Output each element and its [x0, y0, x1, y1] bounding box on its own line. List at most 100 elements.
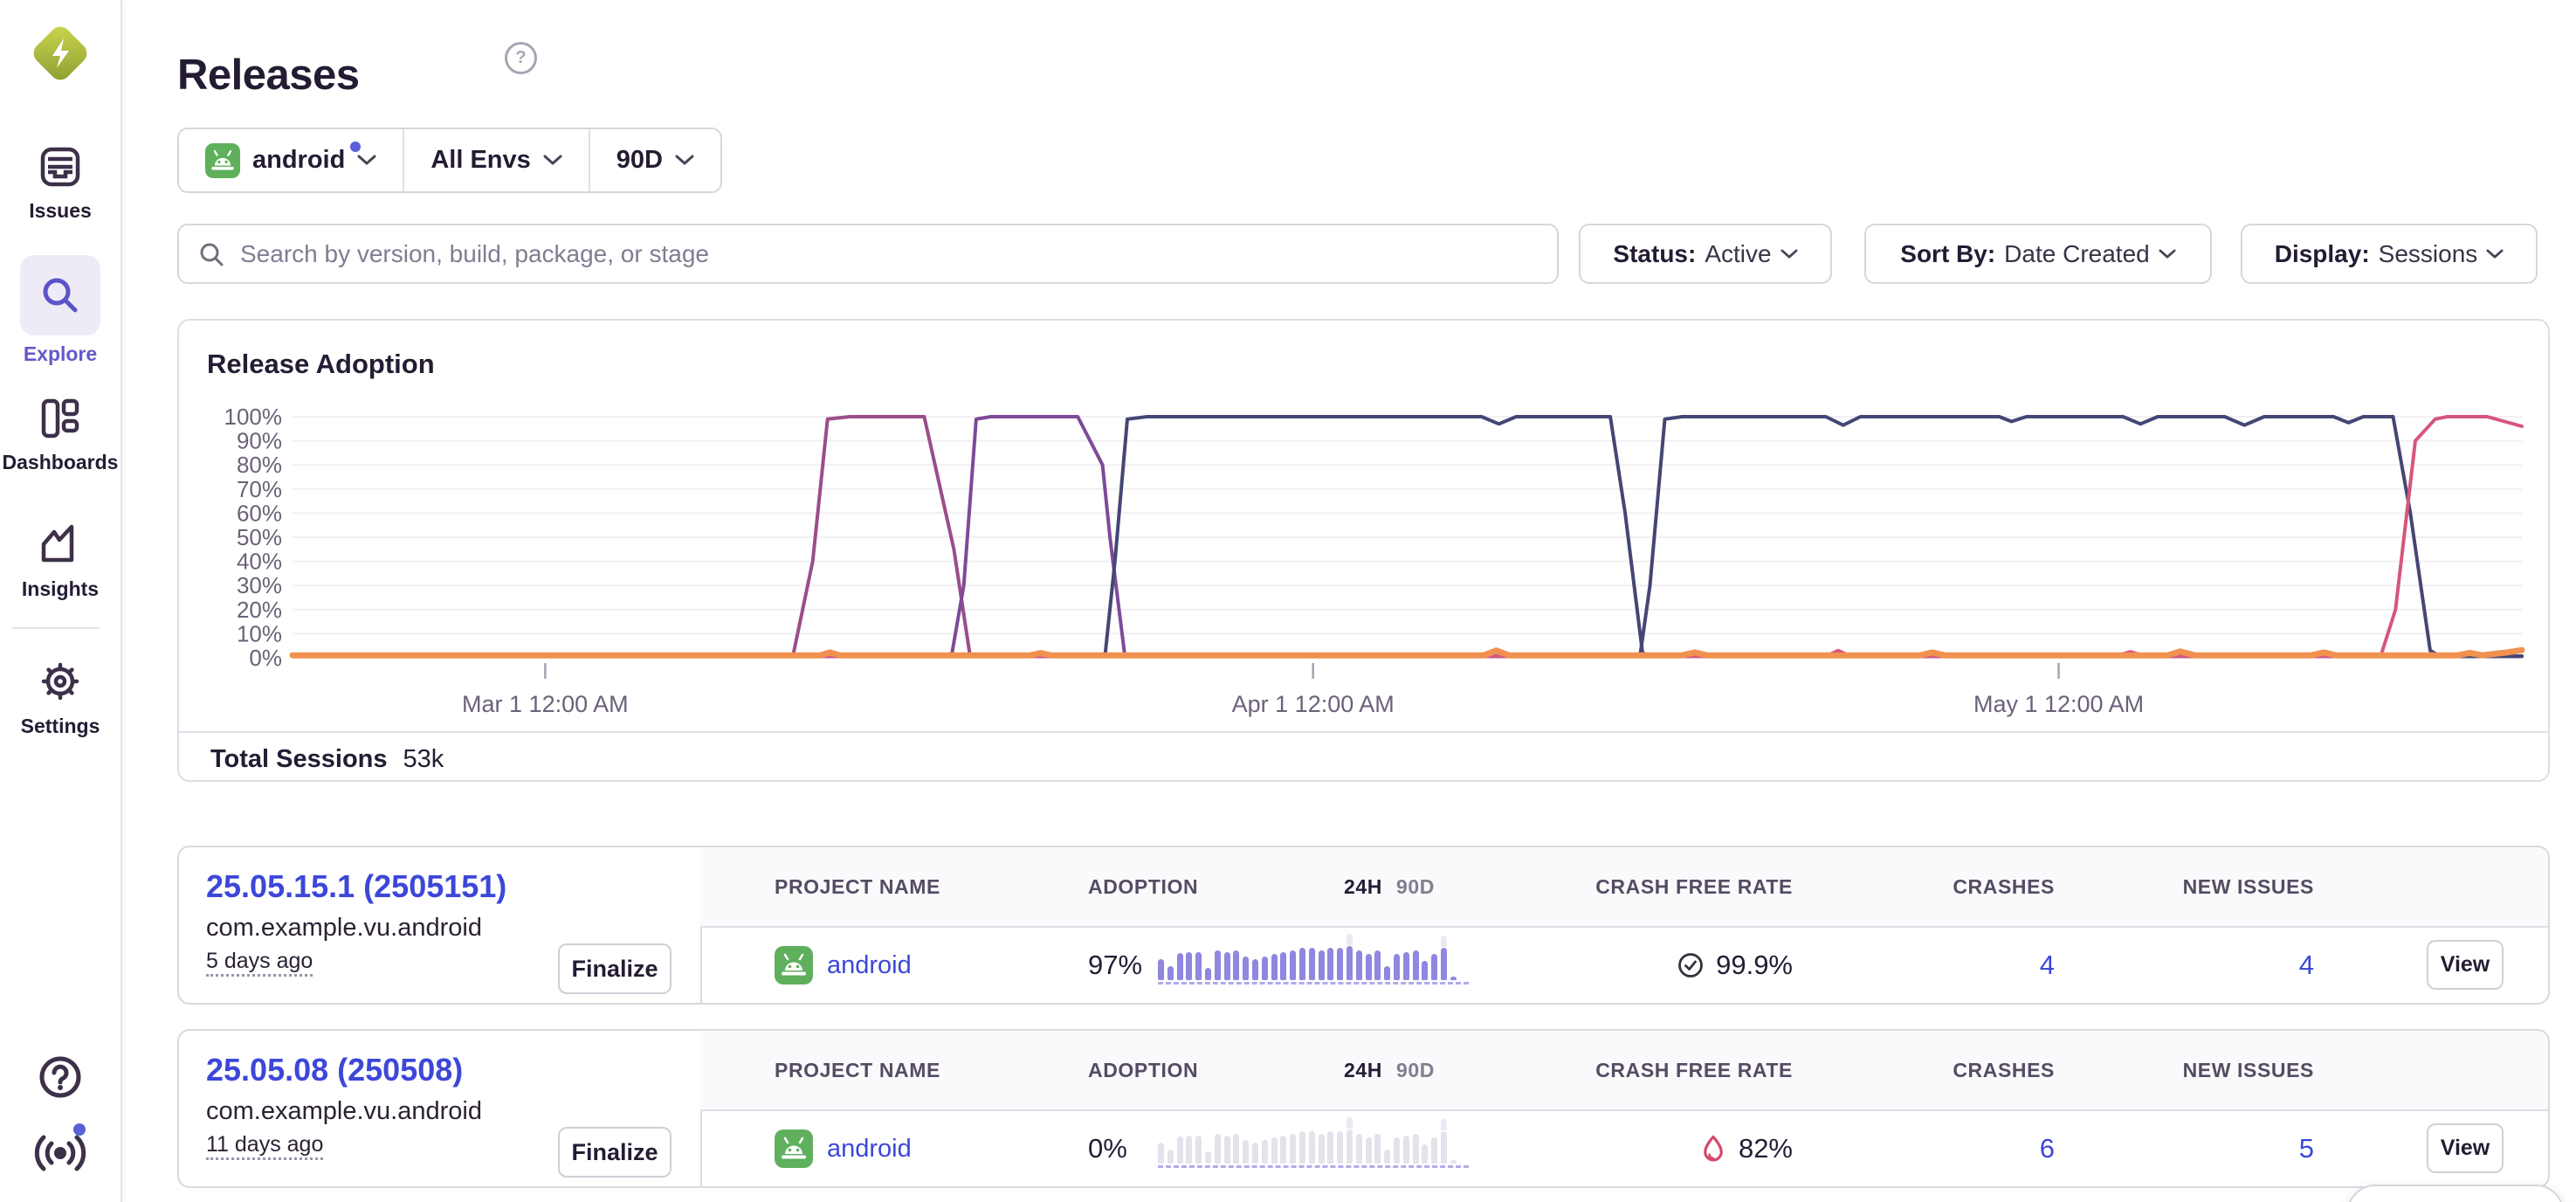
- col-project-name: PROJECT NAME: [775, 874, 940, 898]
- col-24h-toggle[interactable]: 24H: [1344, 874, 1382, 898]
- sidebar-item-label: Issues: [29, 199, 92, 222]
- sidebar: Issues Explore Dashboards Insights: [0, 0, 122, 1202]
- sessions-sparkline: [1158, 933, 1465, 980]
- sparkline-bar: [1243, 957, 1250, 980]
- col-90d-toggle[interactable]: 90D: [1396, 874, 1435, 898]
- total-sessions-value: 53k: [403, 745, 444, 773]
- sparkline-bar: [1412, 1134, 1419, 1164]
- crashes-link[interactable]: 6: [2039, 1133, 2055, 1164]
- finalize-button[interactable]: Finalize: [558, 1127, 672, 1178]
- project-filter[interactable]: android: [179, 129, 403, 191]
- sparkline-bar: [1440, 1119, 1447, 1164]
- sparkline-bar: [1167, 1150, 1174, 1164]
- sparkline-bar: [1298, 948, 1305, 980]
- sidebar-item-settings[interactable]: Settings: [0, 657, 121, 738]
- sidebar-item-explore[interactable]: [20, 255, 100, 335]
- sparkline-bar: [1365, 1137, 1372, 1164]
- floating-widget[interactable]: [2347, 1185, 2564, 1202]
- help-button[interactable]: [0, 1052, 121, 1102]
- crash-free-value: 82%: [1738, 1133, 1793, 1164]
- svg-text:80%: 80%: [237, 452, 282, 478]
- page-title: Releases: [177, 51, 360, 99]
- sparkline-bar: [1355, 950, 1362, 980]
- sparkline-bar: [1327, 1131, 1334, 1164]
- sparkline-bar: [1251, 1143, 1258, 1164]
- crashes-link[interactable]: 4: [2039, 950, 2055, 980]
- sparkline-bar-cap: [1346, 934, 1353, 945]
- sparkline-bar-cap: [1440, 1119, 1447, 1130]
- project-link[interactable]: android: [827, 950, 912, 979]
- sparkline-bar: [1204, 968, 1211, 980]
- sparkline-bar: [1204, 1151, 1211, 1164]
- sparkline-bar: [1337, 1131, 1344, 1164]
- sparkline-bar: [1318, 1134, 1325, 1164]
- sparkline-bar: [1374, 1134, 1381, 1164]
- sparkline-bar: [1158, 959, 1164, 980]
- project-notification-dot: [350, 142, 362, 152]
- chevron-down-icon: [675, 155, 694, 165]
- project-cell[interactable]: android: [775, 1109, 912, 1188]
- display-dropdown[interactable]: Display: Sessions: [2241, 224, 2538, 284]
- sparkline-bar: [1195, 1136, 1202, 1164]
- dashboards-icon: [41, 398, 79, 439]
- project-link[interactable]: android: [827, 1134, 912, 1163]
- release-table-row: android 0% 82% 6 5: [700, 1109, 2548, 1186]
- release-version-link[interactable]: 25.05.15.1 (2505151): [206, 868, 507, 904]
- sparkline-bar: [1412, 950, 1419, 980]
- sparkline-bar: [1290, 950, 1297, 980]
- sparkline-bar: [1402, 952, 1409, 980]
- sentry-logo-icon[interactable]: [23, 16, 98, 91]
- release-adoption-chart: 0%10%20%30%40%50%60%70%80%90%100% Mar 1 1…: [224, 404, 2525, 717]
- sparkline-bar: [1261, 957, 1268, 980]
- sparkline-bar-cap: [1440, 936, 1447, 947]
- whats-new-button[interactable]: [0, 1132, 121, 1174]
- sidebar-item-issues[interactable]: Issues: [0, 143, 121, 223]
- sort-by-dropdown[interactable]: Sort By: Date Created: [1864, 224, 2212, 284]
- search-input[interactable]: [238, 238, 1557, 269]
- sparkline-baseline: [1158, 1165, 1469, 1168]
- release-package: com.example.vu.android: [206, 914, 482, 942]
- sparkline-bar: [1186, 952, 1193, 980]
- sparkline-bar: [1431, 1137, 1438, 1164]
- col-24h-toggle[interactable]: 24H: [1344, 1058, 1382, 1081]
- panel-divider: [179, 731, 2548, 733]
- page-help-icon[interactable]: ?: [505, 42, 537, 74]
- sparkline-bar: [1280, 1136, 1287, 1164]
- environment-filter[interactable]: All Envs: [403, 129, 588, 191]
- display-value: Sessions: [2378, 239, 2478, 267]
- sparkline-bar: [1251, 959, 1258, 980]
- status-dropdown[interactable]: Status: Active: [1579, 224, 1832, 284]
- broadcast-icon: [34, 1135, 86, 1171]
- svg-text:0%: 0%: [249, 645, 282, 671]
- sidebar-item-label: Explore: [23, 342, 98, 365]
- project-cell[interactable]: android: [775, 926, 912, 1005]
- svg-text:100%: 100%: [224, 404, 283, 430]
- sparkline-bar: [1431, 954, 1438, 980]
- adoption-value: 97%: [1088, 950, 1143, 980]
- sparkline-bar: [1450, 977, 1457, 980]
- crash-free-cell: 82%: [1700, 1109, 1793, 1188]
- sort-by-label: Sort By:: [1900, 239, 1996, 267]
- view-button[interactable]: View: [2427, 940, 2504, 990]
- release-version-link[interactable]: 25.05.08 (250508): [206, 1052, 464, 1088]
- sparkline-bar: [1402, 1136, 1409, 1164]
- sidebar-item-insights[interactable]: Insights: [0, 522, 121, 601]
- svg-text:20%: 20%: [237, 597, 282, 623]
- adoption-cell: 97%: [1088, 926, 1142, 1005]
- view-button[interactable]: View: [2427, 1123, 2504, 1173]
- sidebar-item-dashboards[interactable]: Dashboards: [0, 395, 121, 474]
- new-issues-link[interactable]: 4: [2298, 950, 2314, 980]
- sparkline-bar: [1233, 950, 1240, 980]
- search-icon: [200, 243, 224, 266]
- col-90d-toggle[interactable]: 90D: [1396, 1058, 1435, 1081]
- sparkline-bar: [1223, 1136, 1230, 1164]
- new-issues-link[interactable]: 5: [2298, 1133, 2314, 1164]
- fire-icon: [1704, 1135, 1723, 1162]
- finalize-button[interactable]: Finalize: [558, 943, 672, 994]
- sidebar-item-label: Settings: [20, 715, 100, 737]
- chevron-down-icon: [1780, 249, 1798, 259]
- sparkline-bar: [1167, 966, 1174, 980]
- search-bar: [177, 224, 1559, 284]
- date-range-filter[interactable]: 90D: [588, 129, 720, 191]
